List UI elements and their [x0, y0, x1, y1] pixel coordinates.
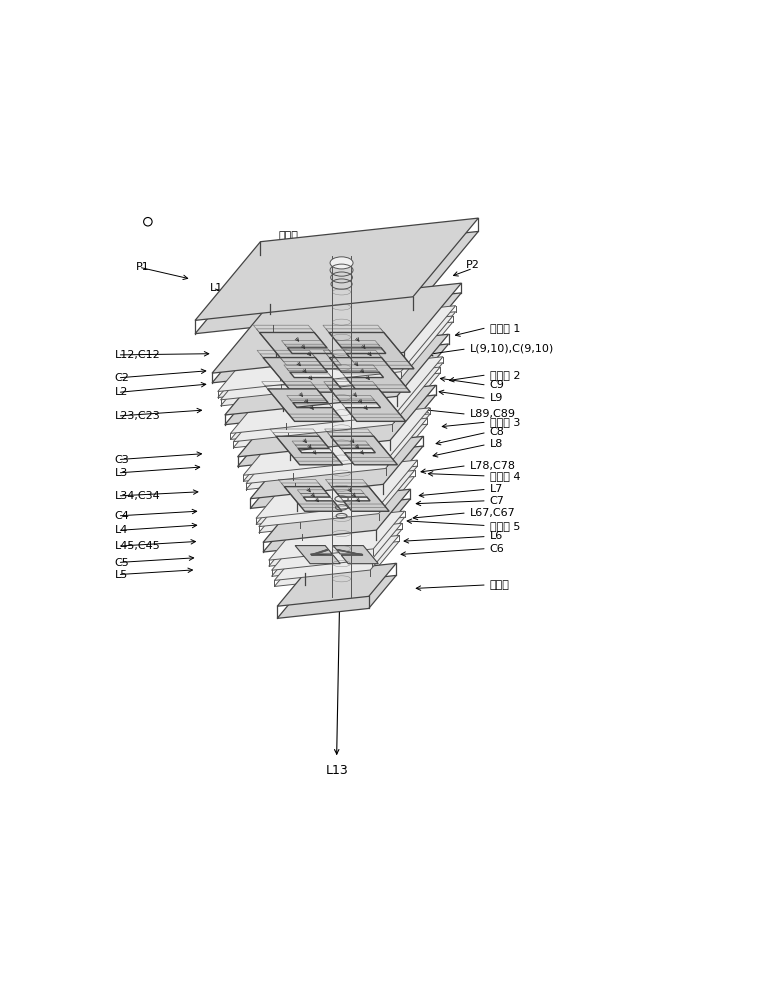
Polygon shape: [269, 511, 405, 560]
Polygon shape: [246, 418, 427, 484]
Text: C8: C8: [490, 427, 505, 437]
Polygon shape: [259, 332, 344, 369]
Polygon shape: [212, 283, 462, 373]
Text: 接地层 4: 接地层 4: [490, 471, 520, 481]
Text: 接地层 3: 接地层 3: [490, 417, 520, 427]
Text: L6: L6: [490, 531, 503, 541]
Polygon shape: [230, 357, 443, 433]
Polygon shape: [251, 446, 423, 508]
Polygon shape: [330, 358, 410, 392]
Text: C5: C5: [115, 558, 130, 568]
Polygon shape: [272, 529, 402, 576]
Text: L9: L9: [490, 393, 503, 403]
Polygon shape: [195, 231, 478, 334]
Text: L78,C78: L78,C78: [470, 461, 516, 471]
Text: P1: P1: [136, 262, 149, 272]
Polygon shape: [237, 385, 436, 457]
Text: C7: C7: [490, 496, 505, 506]
Polygon shape: [277, 563, 396, 606]
Polygon shape: [268, 389, 344, 421]
Polygon shape: [263, 489, 410, 542]
Text: P2: P2: [466, 260, 480, 270]
Polygon shape: [243, 414, 430, 481]
Polygon shape: [263, 358, 344, 392]
Polygon shape: [331, 487, 389, 511]
Polygon shape: [256, 466, 417, 524]
Polygon shape: [195, 218, 478, 320]
Polygon shape: [295, 546, 341, 564]
Text: C4: C4: [115, 511, 130, 521]
Polygon shape: [251, 436, 423, 499]
Polygon shape: [259, 476, 415, 533]
Polygon shape: [230, 363, 443, 439]
Text: L23,C23: L23,C23: [115, 411, 160, 421]
Text: L8: L8: [490, 439, 503, 449]
Text: L5: L5: [115, 570, 128, 580]
Text: L89,C89: L89,C89: [470, 409, 516, 419]
Text: 接地板: 接地板: [278, 231, 298, 241]
Polygon shape: [218, 306, 455, 392]
Text: 接地层 2: 接地层 2: [490, 370, 520, 380]
Polygon shape: [246, 424, 427, 490]
Text: L34,C34: L34,C34: [115, 491, 160, 501]
Polygon shape: [277, 575, 396, 618]
Polygon shape: [243, 408, 430, 475]
Polygon shape: [272, 523, 402, 570]
Text: C3: C3: [115, 455, 130, 465]
Polygon shape: [274, 535, 399, 580]
Text: L3: L3: [115, 468, 128, 478]
Text: 金属柱: 金属柱: [358, 231, 379, 241]
Polygon shape: [284, 487, 342, 511]
Polygon shape: [333, 546, 378, 564]
Polygon shape: [225, 344, 448, 425]
Text: 接地板: 接地板: [490, 580, 510, 590]
Text: L4: L4: [115, 525, 128, 535]
Ellipse shape: [330, 257, 353, 269]
Polygon shape: [234, 373, 440, 448]
Text: 接地层 1: 接地层 1: [490, 323, 520, 333]
Polygon shape: [220, 322, 453, 406]
Polygon shape: [237, 395, 436, 467]
Polygon shape: [234, 367, 440, 442]
Polygon shape: [263, 499, 410, 552]
Polygon shape: [329, 332, 414, 369]
Polygon shape: [218, 312, 455, 398]
Text: C9: C9: [490, 380, 505, 390]
Polygon shape: [330, 436, 398, 465]
Polygon shape: [220, 316, 453, 400]
Text: C2: C2: [115, 373, 130, 383]
Polygon shape: [256, 460, 417, 518]
Text: C6: C6: [490, 544, 505, 554]
Text: L45,C45: L45,C45: [115, 541, 160, 551]
Text: L10,C10: L10,C10: [407, 240, 452, 250]
Polygon shape: [330, 389, 406, 421]
Text: L(9,10),C(9,10): L(9,10),C(9,10): [470, 344, 554, 354]
Polygon shape: [225, 334, 448, 415]
Text: L13: L13: [326, 764, 348, 777]
Polygon shape: [212, 293, 462, 383]
Text: L7: L7: [490, 484, 503, 494]
Polygon shape: [259, 470, 415, 527]
Text: L2: L2: [115, 387, 128, 397]
Text: L67,C67: L67,C67: [470, 508, 515, 518]
Text: L12,C12: L12,C12: [115, 350, 160, 360]
Polygon shape: [274, 541, 399, 586]
Text: L1,C1: L1,C1: [209, 283, 241, 293]
Polygon shape: [276, 436, 343, 465]
Text: 接地层 5: 接地层 5: [490, 521, 520, 531]
Polygon shape: [269, 517, 405, 566]
